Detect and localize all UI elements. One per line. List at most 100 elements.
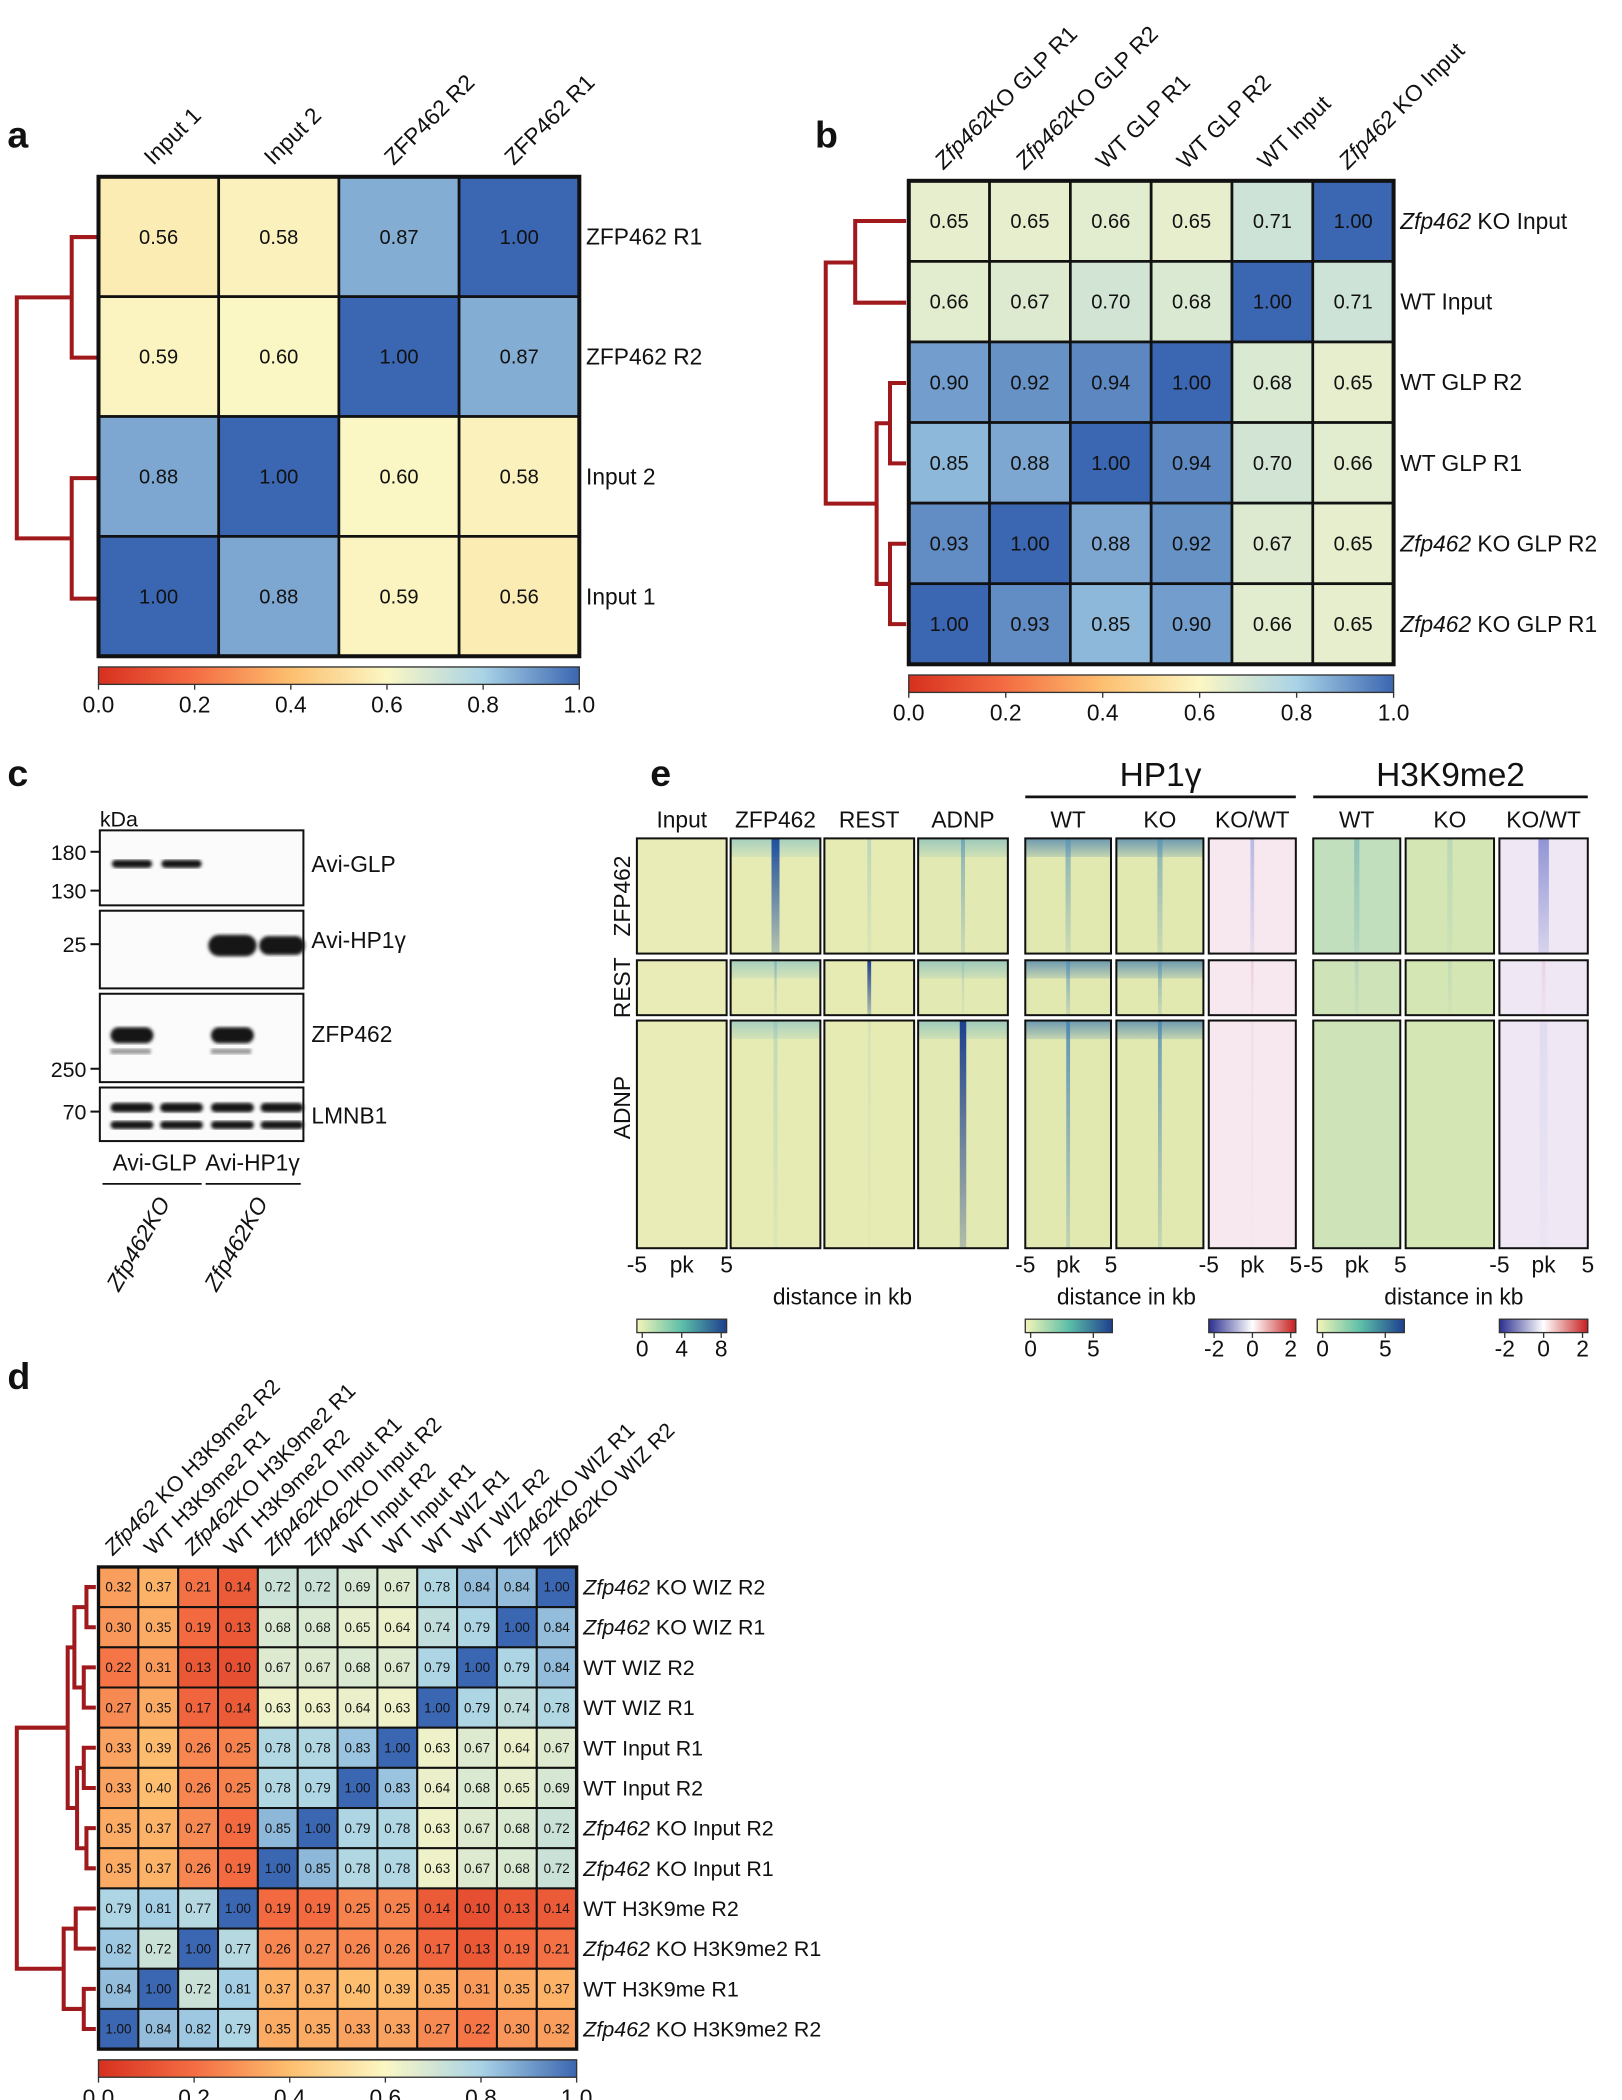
profile-heatmap bbox=[824, 838, 915, 954]
heatmap-cell bbox=[217, 1766, 259, 1810]
profile-heatmap bbox=[1541, 960, 1546, 1016]
cell-label: 0.33 bbox=[384, 2022, 410, 2037]
colorbar-tick-label: 0.2 bbox=[990, 700, 1022, 726]
profile-frame bbox=[1115, 1019, 1205, 1250]
colorbar bbox=[97, 2059, 578, 2078]
cell-label: 0.58 bbox=[259, 227, 298, 249]
heatmap-cell bbox=[97, 1967, 140, 2010]
colorbar-tick-label: 0.0 bbox=[893, 700, 925, 726]
cell-label: 0.19 bbox=[225, 1821, 251, 1836]
row-header: ZFP462 bbox=[609, 856, 635, 937]
cell-label: 0.84 bbox=[105, 1982, 132, 1997]
cell-label: 0.65 bbox=[1010, 211, 1049, 233]
heatmap-cell bbox=[1311, 582, 1395, 666]
cell-label: 0.84 bbox=[504, 1580, 531, 1595]
heatmap-cell bbox=[256, 1565, 299, 1609]
profile-heatmap bbox=[1065, 838, 1071, 954]
heatmap-cell bbox=[336, 1766, 379, 1810]
dendrogram bbox=[14, 218, 907, 2032]
cell-label: 0.65 bbox=[1172, 211, 1211, 233]
cell-label: 0.19 bbox=[265, 1901, 291, 1916]
cell-label: 0.79 bbox=[424, 1660, 450, 1675]
profile-frame bbox=[1207, 1019, 1297, 1250]
cell-label: 0.85 bbox=[265, 1821, 291, 1836]
profile-frame bbox=[1498, 1019, 1589, 1250]
cell-label: 0.14 bbox=[225, 1580, 252, 1595]
profile-frame bbox=[823, 1019, 916, 1250]
profile-heatmap bbox=[867, 838, 872, 954]
cell-label: 0.92 bbox=[1172, 533, 1211, 555]
colorbar bbox=[1024, 1318, 1114, 1334]
cell-label: 1.00 bbox=[930, 614, 969, 636]
profile-heatmap bbox=[1208, 960, 1296, 1016]
heatmap-cell bbox=[1149, 179, 1234, 263]
column-header: WT bbox=[1339, 807, 1374, 833]
cell-label: 0.56 bbox=[139, 227, 178, 249]
heatmap-cell bbox=[256, 1927, 299, 1970]
heatmap-cell bbox=[217, 1646, 259, 1689]
cell-label: 0.78 bbox=[265, 1740, 291, 1755]
cell-label: 0.64 bbox=[344, 1700, 371, 1715]
cell-label: 0.31 bbox=[145, 1660, 171, 1675]
profile-heatmap bbox=[1499, 1020, 1588, 1249]
cell-label: 0.66 bbox=[930, 292, 969, 314]
cell-label: 0.37 bbox=[265, 1982, 291, 1997]
cell-label: 0.78 bbox=[424, 1580, 450, 1595]
profile-frame bbox=[917, 959, 1009, 1017]
cell-label: 0.68 bbox=[504, 1821, 530, 1836]
cell-label: 1.00 bbox=[424, 1700, 450, 1715]
blot-band bbox=[260, 1120, 304, 1130]
heatmap-cell bbox=[256, 1967, 299, 2010]
heatmap-cell bbox=[1230, 179, 1315, 263]
colorbar-tick-label: 0.8 bbox=[465, 2084, 497, 2100]
cell-label: 0.90 bbox=[1172, 614, 1211, 636]
x-tick-label: -5 bbox=[1303, 1251, 1323, 1277]
cell-label: 0.78 bbox=[544, 1700, 570, 1715]
cell-label: 0.85 bbox=[305, 1861, 331, 1876]
cell-label: 0.35 bbox=[305, 2022, 331, 2037]
cell-label: 1.00 bbox=[504, 1620, 530, 1635]
heatmap-cell bbox=[296, 1967, 339, 2010]
cell-label: 0.94 bbox=[1172, 453, 1211, 475]
cell-label: 0.35 bbox=[424, 1982, 450, 1997]
cell-label: 0.79 bbox=[305, 1781, 331, 1796]
profile-heatmap bbox=[730, 1020, 821, 1249]
profile-frame bbox=[1024, 1019, 1113, 1250]
cell-label: 0.71 bbox=[1334, 292, 1373, 314]
cell-label: 0.65 bbox=[1334, 533, 1373, 555]
heatmap-border bbox=[96, 174, 582, 659]
row-label: WT Input R1 bbox=[583, 1736, 703, 1760]
blot-band bbox=[110, 1120, 154, 1130]
cell-label: 1.00 bbox=[1253, 292, 1292, 314]
column-label: WT Input bbox=[1252, 90, 1336, 174]
colorbar-tick-label: 0 bbox=[636, 1336, 649, 1362]
cell-label: 0.63 bbox=[424, 1861, 450, 1876]
row-label: Zfp462 KO H3K9me2 R2 bbox=[582, 2018, 821, 2042]
heatmap-cell bbox=[988, 179, 1072, 263]
cell-label: 0.37 bbox=[544, 1982, 570, 1997]
heatmap-cell bbox=[376, 1646, 419, 1689]
profile-frame bbox=[635, 959, 728, 1017]
row-label: Zfp462 KO Input R2 bbox=[582, 1817, 773, 1841]
heatmap-cell bbox=[137, 1927, 180, 1970]
cell-label: 0.35 bbox=[105, 1821, 131, 1836]
cell-label: 0.67 bbox=[1010, 292, 1049, 314]
colorbar-tick-label: 0.2 bbox=[178, 2084, 210, 2100]
cell-label: 1.00 bbox=[139, 586, 178, 608]
cell-label: 0.83 bbox=[384, 1781, 410, 1796]
cell-label: 0.67 bbox=[464, 1740, 490, 1755]
cell-label: 0.64 bbox=[424, 1781, 451, 1796]
cell-label: 0.74 bbox=[504, 1700, 531, 1715]
cell-label: 0.81 bbox=[225, 1982, 251, 1997]
blot-band bbox=[161, 859, 202, 868]
row-label: ZFP462 R1 bbox=[586, 224, 702, 250]
cell-label: 0.88 bbox=[139, 466, 178, 488]
colorbar-tick-label: -2 bbox=[1204, 1336, 1224, 1362]
profile-heatmap bbox=[636, 960, 727, 1016]
cell-label: 0.72 bbox=[544, 1861, 570, 1876]
cell-label: 1.00 bbox=[145, 1982, 171, 1997]
column-header: KO bbox=[1433, 807, 1466, 833]
blot-band bbox=[110, 1048, 151, 1055]
colorbar-tick-label: 0 bbox=[1024, 1336, 1037, 1362]
profile-heatmap bbox=[636, 838, 727, 954]
